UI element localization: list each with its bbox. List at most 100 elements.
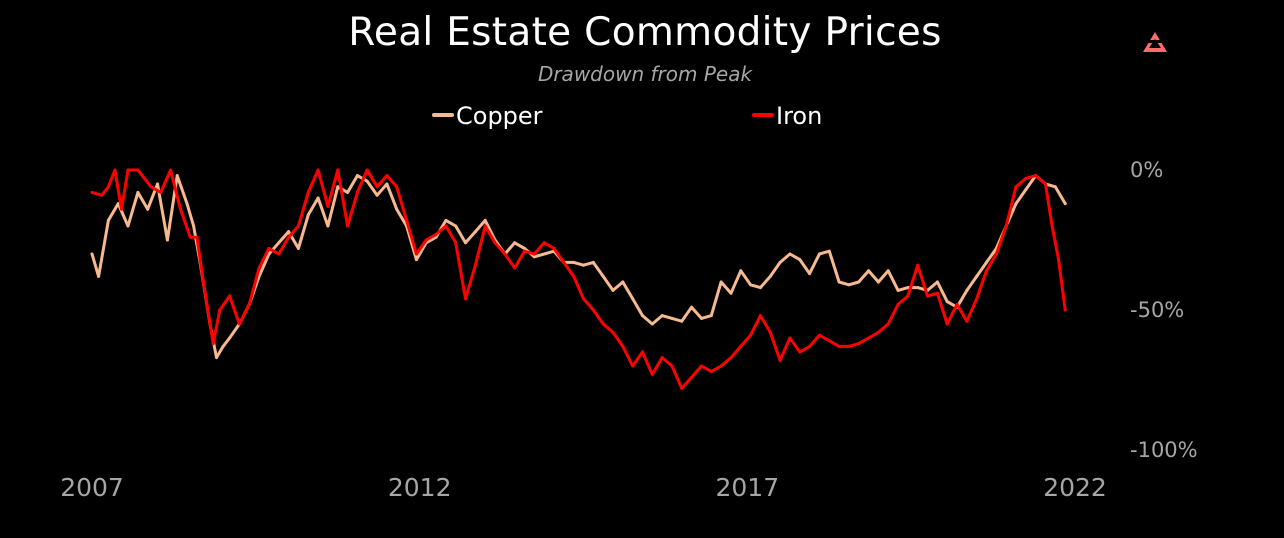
legend-swatch-copper <box>432 113 454 117</box>
legend-label-copper: Copper <box>456 102 543 130</box>
data-point-iron <box>926 294 929 298</box>
data-point-iron <box>955 302 959 306</box>
data-point-copper <box>739 269 743 273</box>
data-point-iron <box>211 342 215 346</box>
data-point-iron <box>306 190 310 194</box>
data-point-iron <box>896 302 900 306</box>
data-point-iron <box>876 330 880 334</box>
data-point-copper <box>641 314 644 318</box>
data-point-iron <box>768 330 772 334</box>
data-point-iron <box>582 297 585 301</box>
data-point-iron <box>700 364 703 368</box>
data-point-copper <box>601 274 605 278</box>
data-point-iron <box>945 322 949 326</box>
data-point-iron <box>267 246 271 250</box>
series-line-iron <box>90 168 1067 390</box>
data-point-copper <box>611 288 615 292</box>
data-point-iron <box>680 386 684 390</box>
data-point-iron <box>532 252 536 256</box>
data-point-iron <box>277 252 281 256</box>
data-point-iron <box>847 344 851 348</box>
data-point-copper <box>385 182 389 186</box>
data-point-iron <box>857 342 861 346</box>
data-point-copper <box>788 252 792 256</box>
data-point-iron <box>690 375 694 379</box>
data-point-copper <box>945 300 949 304</box>
data-point-copper <box>277 241 281 245</box>
data-point-iron <box>523 249 526 253</box>
data-point-iron <box>464 297 467 301</box>
data-point-copper <box>215 356 218 360</box>
data-point-copper <box>1063 202 1067 206</box>
legend-item-iron[interactable]: Iron <box>752 102 822 130</box>
data-point-iron <box>218 308 222 312</box>
data-point-copper <box>906 286 910 290</box>
data-point-iron <box>375 185 379 189</box>
data-point-copper <box>306 213 310 217</box>
data-point-copper <box>336 185 340 189</box>
data-point-iron <box>631 364 635 368</box>
data-point-copper <box>719 280 723 284</box>
data-point-iron <box>886 322 890 326</box>
data-point-copper <box>650 322 654 326</box>
data-point-copper <box>758 286 762 290</box>
x-tick-label: 2022 <box>1043 473 1107 502</box>
data-point-copper <box>228 336 232 340</box>
data-point-iron <box>1014 185 1018 189</box>
data-point-iron <box>670 364 674 368</box>
data-point-iron <box>729 356 733 360</box>
data-point-iron <box>837 344 841 348</box>
data-point-copper <box>156 182 159 186</box>
data-point-iron <box>650 372 654 376</box>
data-point-iron <box>503 252 507 256</box>
data-point-copper <box>690 305 694 309</box>
data-point-copper <box>808 272 812 276</box>
data-point-iron <box>113 168 117 172</box>
data-point-copper <box>965 288 969 292</box>
data-point-iron <box>1024 176 1028 180</box>
data-point-copper <box>1053 185 1057 189</box>
data-point-iron <box>985 269 988 273</box>
data-point-iron <box>641 350 644 354</box>
data-point-copper <box>817 252 821 256</box>
data-point-iron <box>788 336 792 340</box>
data-point-iron <box>444 224 448 228</box>
data-point-iron <box>395 185 399 189</box>
data-point-iron <box>159 190 163 194</box>
data-point-iron <box>611 330 615 334</box>
data-point-iron <box>257 266 261 270</box>
data-point-iron <box>228 294 232 298</box>
data-point-iron <box>287 235 291 239</box>
data-point-iron <box>195 235 199 239</box>
data-point-iron <box>778 358 782 362</box>
y-tick-label: -50% <box>1130 298 1184 322</box>
data-point-iron <box>1063 308 1067 312</box>
data-point-copper <box>90 252 94 256</box>
legend-label-iron: Iron <box>776 102 823 130</box>
data-point-copper <box>847 283 851 287</box>
data-point-copper <box>985 260 988 264</box>
data-point-iron <box>346 224 350 228</box>
data-point-copper <box>395 207 399 211</box>
data-point-iron <box>385 174 389 178</box>
data-point-copper <box>473 230 477 234</box>
data-point-copper <box>165 238 169 242</box>
data-point-copper <box>749 283 753 287</box>
data-point-iron <box>126 168 130 172</box>
data-point-copper <box>876 280 880 284</box>
data-point-iron <box>414 252 418 256</box>
data-point-iron <box>179 207 182 211</box>
x-tick-label: 2017 <box>715 473 779 502</box>
data-point-copper <box>768 274 772 278</box>
data-point-copper <box>175 174 179 178</box>
data-point-copper <box>146 207 150 211</box>
data-point-iron <box>316 168 320 172</box>
data-point-copper <box>513 241 517 245</box>
data-point-copper <box>857 280 861 284</box>
legend-item-copper[interactable]: Copper <box>432 102 543 130</box>
data-point-iron <box>454 241 458 245</box>
data-point-copper <box>316 196 320 200</box>
data-point-iron <box>621 344 625 348</box>
data-point-copper <box>287 230 291 234</box>
data-point-iron <box>1057 258 1061 262</box>
